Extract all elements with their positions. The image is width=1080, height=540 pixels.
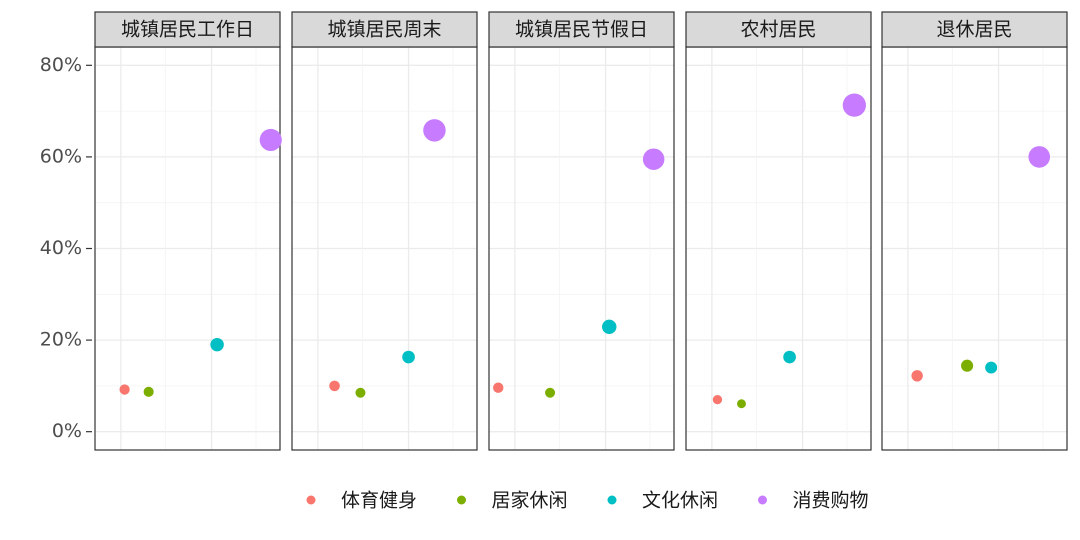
strip	[685, 11, 872, 48]
strip-label: 城镇居民周末	[327, 19, 441, 41]
point	[712, 394, 723, 405]
strip-label: 城镇居民工作日	[121, 19, 254, 41]
strip	[881, 11, 1068, 48]
legend-label: 文化休闲	[642, 490, 718, 512]
point	[329, 380, 340, 392]
point	[545, 387, 556, 398]
legend-label: 消费购物	[793, 490, 869, 512]
point	[783, 350, 796, 364]
legend-key	[457, 495, 466, 505]
strip	[94, 11, 281, 48]
point	[642, 148, 665, 170]
legend-label: 体育健身	[341, 490, 417, 512]
point	[423, 119, 446, 142]
legend-label: 居家休闲	[492, 490, 568, 512]
point	[210, 337, 224, 352]
point	[961, 359, 974, 372]
legend-key	[607, 495, 617, 505]
point	[985, 361, 998, 374]
point	[355, 387, 366, 398]
point	[119, 384, 130, 395]
y-tick-label: 60%	[40, 145, 82, 167]
y-tick-label: 0%	[52, 420, 82, 442]
point	[911, 370, 923, 382]
point	[259, 128, 282, 152]
y-tick-label: 20%	[40, 329, 82, 351]
y-tick-label: 80%	[40, 54, 82, 76]
strip	[291, 11, 478, 48]
point	[737, 399, 746, 409]
y-tick-label: 40%	[40, 237, 82, 259]
legend-key	[306, 495, 316, 505]
strip-label: 农村居民	[740, 19, 816, 41]
point	[602, 319, 617, 335]
strip-label: 城镇居民节假日	[515, 19, 648, 41]
point	[1028, 146, 1051, 168]
point	[402, 350, 415, 364]
point	[842, 93, 866, 117]
point	[493, 382, 504, 393]
strip-label: 退休居民	[936, 19, 1012, 41]
strip	[488, 11, 675, 48]
legend-key	[758, 495, 767, 505]
point	[143, 386, 154, 397]
